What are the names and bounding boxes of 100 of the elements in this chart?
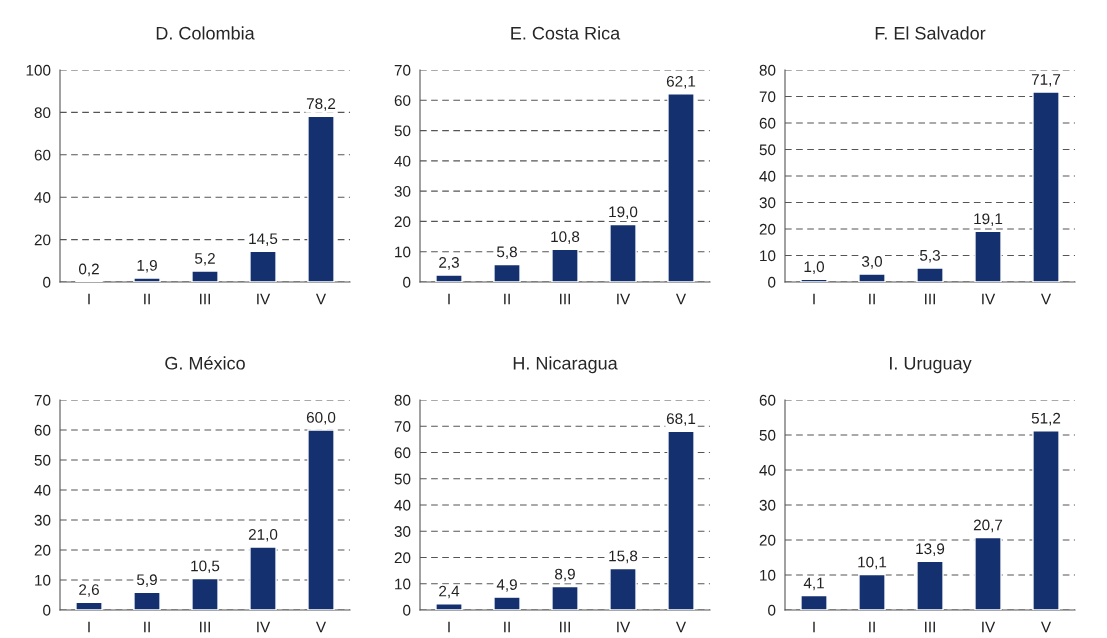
bar (916, 560, 944, 610)
bar (609, 567, 637, 610)
bar (191, 577, 219, 610)
x-tick-label: I (813, 293, 815, 305)
chart-title: H. Nicaragua (513, 356, 618, 374)
x-tick-label: IV (257, 293, 271, 305)
bar (133, 277, 161, 282)
data-label: 5,9 (136, 574, 157, 587)
chart-title: I. Uruguay (890, 357, 972, 374)
data-label: 2,3 (439, 257, 459, 270)
y-tick-label: 30 (394, 526, 411, 537)
y-tick-label: 10 (395, 246, 411, 258)
y-tick-label: 30 (759, 197, 776, 209)
bar (916, 267, 944, 282)
y-tick-label: 0 (403, 604, 411, 616)
y-tick-label: 70 (34, 394, 51, 406)
data-label: 1,9 (137, 259, 157, 273)
bar (133, 591, 161, 610)
y-tick-label: 50 (759, 429, 776, 441)
data-label: 2,4 (439, 585, 460, 599)
y-tick-label: 40 (394, 499, 411, 511)
x-tick-label: III (925, 621, 935, 633)
y-tick-label: 60 (759, 394, 776, 406)
bar (667, 430, 695, 610)
data-label: 78,2 (306, 98, 336, 111)
bar (858, 573, 886, 610)
y-tick-label: 20 (759, 534, 776, 546)
chart-title: E. Costa Rica (511, 26, 621, 40)
y-tick-label: 20 (34, 234, 51, 246)
data-label: 13,9 (916, 543, 945, 556)
x-tick-label: IV (617, 293, 631, 305)
data-label: 19,1 (974, 213, 1003, 226)
x-tick-label: I (813, 621, 815, 633)
data-label: 5,3 (919, 249, 940, 263)
data-label: 4,1 (803, 577, 824, 591)
bar (858, 273, 886, 282)
y-tick-label: 80 (394, 394, 411, 406)
data-label: 62,1 (666, 75, 696, 89)
x-tick-label: II (504, 621, 510, 633)
y-tick-label: 70 (759, 91, 776, 103)
x-tick-label: III (560, 293, 570, 305)
bar (249, 250, 277, 282)
y-tick-label: 10 (395, 578, 411, 590)
bar (800, 594, 828, 610)
y-tick-label: 60 (394, 447, 411, 459)
x-tick-label: IV (257, 621, 271, 633)
x-tick-label: II (504, 293, 510, 305)
data-label: 1,0 (804, 261, 825, 274)
bar (493, 596, 521, 610)
data-label: 19,0 (609, 206, 638, 220)
x-tick-label: I (448, 293, 450, 305)
bar (191, 270, 219, 282)
x-tick-label: IV (982, 293, 996, 305)
x-tick-label: II (144, 293, 150, 305)
x-tick-label: IV (617, 621, 631, 633)
y-tick-label: 70 (394, 421, 411, 432)
bar (1032, 91, 1060, 282)
y-tick-label: 40 (34, 484, 51, 496)
data-label: 10,8 (551, 231, 580, 244)
data-label: 8,9 (555, 568, 575, 582)
bar (75, 601, 103, 610)
y-tick-label: 40 (34, 192, 51, 203)
y-tick-label: 40 (759, 170, 776, 182)
x-tick-label: I (88, 621, 90, 633)
y-tick-label: 50 (759, 144, 776, 156)
x-tick-label: I (88, 293, 90, 305)
bar (307, 429, 335, 610)
data-label: 68,1 (666, 413, 696, 426)
x-tick-label: III (925, 293, 935, 305)
bar (435, 603, 463, 610)
bar (1032, 430, 1060, 610)
y-tick-label: 10 (760, 569, 776, 581)
data-label: 14,5 (249, 233, 278, 246)
x-tick-label: II (869, 293, 875, 305)
y-tick-label: 30 (394, 186, 411, 197)
y-tick-label: 80 (34, 107, 51, 119)
y-tick-label: 50 (394, 473, 411, 485)
x-tick-label: III (200, 621, 210, 633)
x-tick-label: V (675, 621, 687, 633)
data-label: 0,2 (78, 263, 99, 277)
bar (974, 536, 1002, 610)
y-tick-label: 10 (35, 574, 51, 586)
bar (493, 263, 521, 282)
data-label: 51,2 (1031, 412, 1061, 426)
y-tick-label: 40 (759, 464, 776, 476)
data-label: 15,8 (609, 550, 638, 564)
x-tick-label: V (1040, 621, 1052, 633)
x-tick-label: II (869, 621, 875, 633)
x-tick-label: V (315, 621, 327, 633)
chart-title: D. Colombia (156, 26, 255, 40)
data-label: 10,5 (191, 560, 220, 574)
data-label: 21,0 (248, 528, 278, 542)
data-label: 4,9 (496, 579, 517, 592)
x-tick-label: III (560, 621, 570, 633)
x-tick-label: II (144, 621, 150, 633)
data-label: 20,7 (973, 519, 1003, 533)
y-tick-label: 0 (768, 276, 776, 288)
y-tick-label: 20 (34, 544, 51, 556)
y-tick-label: 60 (34, 424, 51, 436)
y-tick-label: 60 (394, 95, 411, 106)
